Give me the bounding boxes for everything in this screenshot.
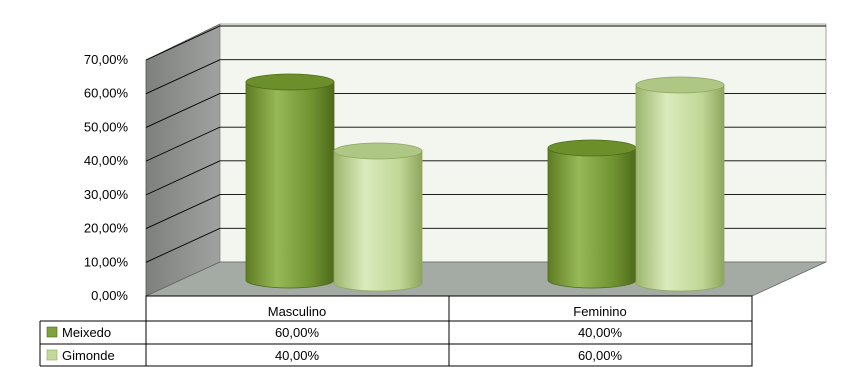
y-tick-label: 10,00% [84,254,129,269]
y-tick-label: 50,00% [84,119,129,134]
category-label: Masculino [268,304,327,319]
category-label: Feminino [573,304,626,319]
gridline [145,92,826,128]
bar [245,73,335,289]
data-table-value: 60,00% [275,325,320,340]
y-tick-label: 30,00% [84,187,129,202]
y-tick-label: 60,00% [84,86,129,101]
gridline [145,25,826,61]
y-tick-label: 0,00% [91,288,128,303]
legend-label-gimonde: Gimonde [62,348,115,363]
data-table-value: 40,00% [275,348,320,363]
legend-swatch-gimonde [46,349,58,361]
bar [547,139,637,289]
data-table-value: 60,00% [578,348,623,363]
legend-swatch-meixedo [46,326,58,338]
y-tick-label: 40,00% [84,153,129,168]
gridline [145,59,826,95]
bar [333,142,423,292]
y-tick-label: 20,00% [84,221,129,236]
bars [245,73,725,292]
legend-label-meixedo: Meixedo [62,325,111,340]
y-axis-labels: 0,00% 10,00% 20,00% 30,00% 40,00% 50,00% 60,00… [84,52,129,303]
data-table-value: 40,00% [578,325,623,340]
y-tick-label: 70,00% [84,52,129,67]
bar [635,76,725,292]
gridline [145,126,826,162]
data-table: Masculino Feminino Meixedo Gimonde 60,00… [39,295,753,367]
